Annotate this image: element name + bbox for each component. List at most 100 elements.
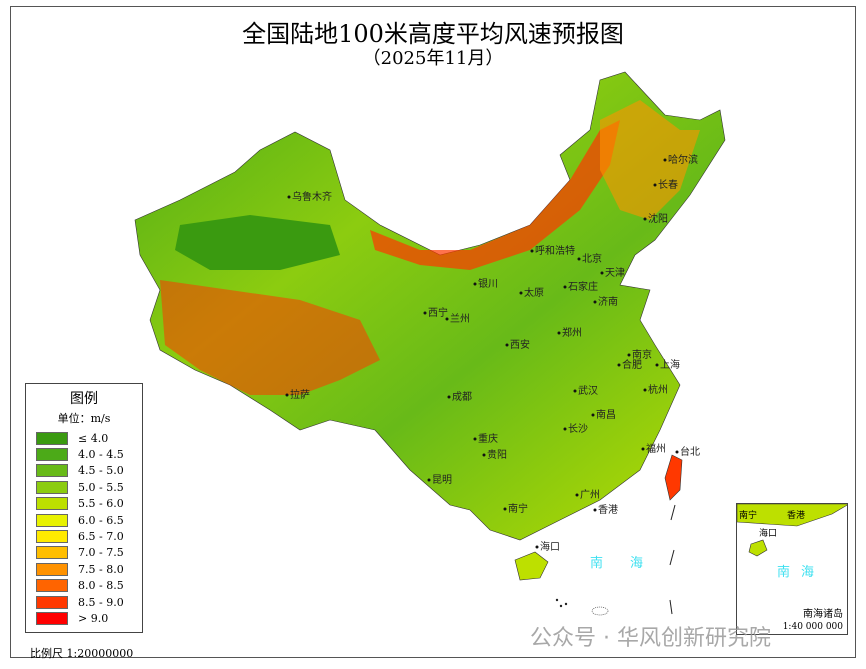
- city-label: 武汉: [578, 384, 598, 397]
- city-marker: [653, 183, 657, 187]
- legend-item: 4.0 - 4.5: [36, 446, 142, 462]
- city-marker: [675, 450, 679, 454]
- legend-swatch: [36, 513, 68, 527]
- northeast-region: [600, 100, 700, 220]
- legend-swatch: [36, 546, 68, 560]
- city-label: 拉萨: [290, 388, 310, 401]
- city-label: 沈阳: [648, 212, 668, 225]
- legend: 图例 单位：m/s ≤ 4.0 4.0 - 4.5 4.5 - 5.0 5.0 - 5…: [25, 383, 143, 633]
- city-marker: [530, 249, 534, 253]
- legend-item: 8.0 - 8.5: [36, 578, 142, 594]
- city-label: 银川: [478, 277, 498, 290]
- legend-item: 5.5 - 6.0: [36, 496, 142, 512]
- city-marker: [535, 545, 539, 549]
- city-label: 长春: [658, 179, 678, 191]
- city-label: 南宁: [508, 502, 528, 515]
- city-label: 呼和浩特: [535, 245, 575, 257]
- legend-label: 7.0 - 7.5: [78, 546, 124, 560]
- city-label: 兰州: [450, 312, 470, 325]
- city-marker: [617, 363, 621, 367]
- legend-item: > 9.0: [36, 610, 142, 626]
- legend-label: ≤ 4.0: [78, 431, 109, 445]
- city-marker: [503, 507, 507, 511]
- legend-swatch: [36, 464, 68, 478]
- city-label: 昆明: [432, 474, 452, 486]
- south-china-sea-inset: 南 海 南宁 香港 海口 南海诸岛 1:40 000 000: [736, 503, 848, 635]
- legend-label: 7.5 - 8.0: [78, 562, 124, 576]
- city-label: 成都: [452, 391, 472, 403]
- legend-unit: 单位：m/s: [57, 412, 111, 425]
- city-marker: [643, 388, 647, 392]
- city-marker: [482, 453, 486, 457]
- city-label: 西安: [510, 338, 530, 351]
- legend-label: 4.5 - 5.0: [78, 464, 124, 478]
- city-label: 西宁: [428, 306, 448, 319]
- legend-label: > 9.0: [78, 611, 109, 625]
- city-marker: [655, 363, 659, 367]
- south-sea-islands: [555, 504, 676, 616]
- inset-map: 南 海 南宁 香港 海口: [737, 504, 847, 580]
- city-marker: [575, 493, 579, 497]
- legend-label: 5.0 - 5.5: [78, 480, 124, 494]
- city-marker: [447, 395, 451, 399]
- city-label: 天津: [605, 267, 625, 279]
- inset-sea-nan: 南: [777, 564, 790, 580]
- city-marker: [627, 353, 631, 357]
- sea-label-hai: 海: [630, 556, 643, 571]
- legend-swatch: [36, 497, 68, 511]
- city-label: 合肥: [622, 358, 642, 371]
- city-label: 台北: [680, 445, 700, 458]
- hainan-island: [514, 551, 549, 581]
- legend-item: ≤ 4.0: [36, 430, 142, 446]
- city-marker: [473, 437, 477, 441]
- city-marker: [641, 447, 645, 451]
- legend-swatch: [36, 431, 68, 445]
- city-label: 哈尔滨: [668, 153, 698, 166]
- inset-title: 南海诸岛: [803, 609, 843, 620]
- legend-swatch: [36, 579, 68, 593]
- inset-city: 香港: [787, 509, 805, 521]
- city-label: 贵阳: [487, 448, 507, 461]
- city-marker: [423, 311, 427, 315]
- city-marker: [427, 478, 431, 482]
- legend-label: 6.5 - 7.0: [78, 530, 124, 544]
- city-label: 北京: [582, 252, 602, 265]
- city-label: 郑州: [562, 326, 582, 339]
- legend-item: 5.0 - 5.5: [36, 479, 142, 495]
- legend-title: 图例: [70, 391, 98, 407]
- city-label: 石家庄: [568, 280, 598, 293]
- city-label: 长沙: [568, 423, 588, 435]
- legend-item: 6.5 - 7.0: [36, 528, 142, 544]
- city-marker: [573, 389, 577, 393]
- city-label: 海口: [540, 540, 560, 553]
- city-labels: 乌鲁木齐拉萨西宁兰州银川呼和浩特北京天津石家庄太原济南郑州西安成都重庆贵阳昆明南…: [285, 153, 700, 553]
- legend-label: 8.5 - 9.0: [78, 595, 124, 609]
- legend-item: 8.5 - 9.0: [36, 594, 142, 610]
- inset-sea-hai: 海: [801, 565, 814, 580]
- legend-label: 8.0 - 8.5: [78, 579, 124, 593]
- watermark: 公众号 · 华风创新研究院: [530, 626, 771, 651]
- city-label: 福州: [646, 442, 666, 455]
- city-marker: [473, 282, 477, 286]
- tibet-plateau: [160, 280, 380, 395]
- city-label: 上海: [660, 358, 680, 371]
- inset-city: 南宁: [739, 509, 757, 521]
- city-label: 杭州: [648, 383, 668, 396]
- inset-city: 海口: [759, 527, 777, 539]
- inner-mongolia-belt: [370, 120, 620, 270]
- legend-swatch: [36, 480, 68, 494]
- city-marker: [600, 271, 604, 275]
- city-marker: [563, 285, 567, 289]
- city-label: 乌鲁木齐: [292, 190, 332, 203]
- city-marker: [593, 508, 597, 512]
- city-marker: [287, 195, 291, 199]
- legend-swatch: [36, 530, 68, 544]
- scale-label: 比例尺 1:20000000: [30, 647, 134, 660]
- legend-swatch: [36, 595, 68, 609]
- sea-label-nan: 南: [590, 555, 603, 571]
- tarim-basin: [175, 215, 340, 270]
- city-marker: [557, 331, 561, 335]
- inset-scale: 1:40 000 000: [782, 622, 843, 632]
- city-marker: [593, 300, 597, 304]
